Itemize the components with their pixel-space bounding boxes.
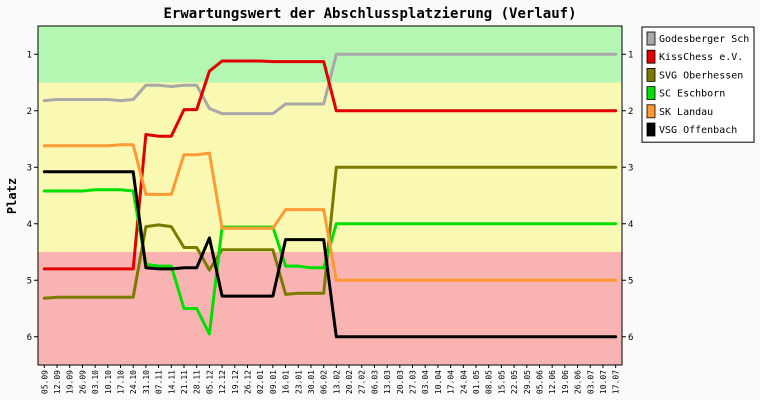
- legend-swatch-2: [646, 68, 656, 82]
- x-tick-label-2: 19.09: [66, 370, 75, 394]
- legend-swatch-5: [646, 122, 656, 137]
- y-tick-label-right-5: 5: [628, 276, 633, 286]
- series-line-5: [42, 170, 618, 339]
- x-tick-label-22: 06.02: [320, 370, 329, 394]
- legend-label-5: VSG Offenbach: [659, 125, 737, 136]
- x-tick-label-30: 03.04: [421, 370, 430, 394]
- x-tick-label-12: 28.11: [193, 370, 202, 394]
- legend-swatch-3: [646, 86, 656, 100]
- x-tick-label-40: 12.06: [548, 370, 557, 394]
- legend-swatch-1: [646, 49, 656, 64]
- y-tick-label-left-6: 6: [27, 333, 32, 343]
- x-tick-label-19: 16.01: [282, 370, 291, 394]
- legend-label-1: KissChess e.V.: [659, 52, 743, 63]
- x-tick-label-16: 26.12: [243, 370, 252, 394]
- x-tick-label-1: 12.09: [53, 370, 62, 394]
- y-tick-label-right-4: 4: [628, 220, 633, 230]
- x-tick-label-29: 27.03: [409, 370, 418, 394]
- x-tick-label-43: 03.07: [586, 370, 595, 394]
- x-tick-label-11: 21.11: [180, 370, 189, 394]
- x-tick-label-33: 24.04: [459, 370, 468, 394]
- x-tick-label-21: 30.01: [307, 370, 316, 394]
- x-tick-label-6: 17.10: [117, 370, 126, 394]
- series-line-2: [42, 165, 618, 300]
- x-tick-label-28: 20.03: [396, 370, 405, 394]
- chart-title-text: Erwartungswert der Abschlussplatzierung …: [163, 6, 576, 22]
- x-tick-label-27: 13.03: [383, 370, 392, 394]
- x-tick-label-15: 19.12: [231, 370, 240, 394]
- y-tick-label-left-3: 3: [27, 163, 32, 173]
- x-tick-label-14: 12.12: [218, 370, 227, 394]
- plot-area: 1 1 2 2 3 3 4 4 5 5 6 6 05.09 12.09 19.09 26.09 03.10 10.…: [27, 25, 633, 394]
- x-tick-label-25: 27.02: [358, 370, 367, 394]
- y-tick-label-left-5: 5: [27, 276, 32, 286]
- y-tick-label-right-3: 3: [628, 163, 633, 173]
- y-tick-label-right-6: 6: [628, 333, 633, 343]
- x-tick-label-42: 26.06: [574, 370, 583, 394]
- x-tick-label-37: 22.05: [510, 370, 519, 394]
- y-tick-label-left-4: 4: [27, 220, 32, 230]
- x-tick-label-45: 17.07: [612, 370, 621, 394]
- x-tick-label-5: 10.10: [104, 370, 113, 394]
- x-tick-label-3: 26.09: [78, 370, 87, 394]
- y-tick-label-right-1: 1: [628, 50, 633, 60]
- legend-label-4: SK Landau: [659, 107, 713, 118]
- y-tick-label-left-2: 2: [27, 107, 32, 117]
- x-tick-label-9: 07.11: [155, 370, 164, 394]
- legend: Godesberger Sch KissChess e.V. SVG Oberhes…: [641, 26, 755, 143]
- legend-label-0: Godesberger Sch: [659, 34, 749, 45]
- x-tick-label-32: 17.04: [447, 370, 456, 394]
- x-tick-label-44: 10.07: [599, 370, 608, 394]
- legend-label-3: SC Eschborn: [659, 89, 725, 100]
- y-tick-label-right-2: 2: [628, 107, 633, 117]
- x-tick-label-17: 02.01: [256, 370, 265, 394]
- x-tick-label-35: 08.05: [485, 370, 494, 394]
- y-tick-label-left-1: 1: [27, 50, 32, 60]
- y-axis-label: Platz: [5, 178, 19, 214]
- series-line-0: [42, 52, 618, 116]
- legend-box: [641, 26, 755, 143]
- x-tick-label-39: 05.06: [535, 370, 544, 394]
- x-tick-label-41: 19.06: [561, 370, 570, 394]
- x-tick-label-26: 06.03: [370, 370, 379, 394]
- x-tick-label-31: 10.04: [434, 370, 443, 394]
- x-tick-label-23: 13.02: [332, 370, 341, 394]
- x-tick-label-4: 03.10: [91, 370, 100, 394]
- series-line-4: [42, 143, 618, 282]
- x-tick-label-7: 24.10: [129, 370, 138, 394]
- series-line-1: [42, 59, 618, 271]
- x-tick-label-0: 05.09: [40, 370, 49, 394]
- chart-title: Erwartungswert der Abschlussplatzierung …: [163, 6, 576, 22]
- x-tick-label-36: 15.05: [497, 370, 506, 394]
- legend-swatch-4: [646, 104, 656, 119]
- band-2: [38, 252, 622, 365]
- x-tick-label-38: 29.05: [523, 370, 532, 394]
- x-tick-label-20: 23.01: [294, 370, 303, 394]
- x-tick-label-24: 20.02: [345, 370, 354, 394]
- x-tick-label-34: 01.05: [472, 370, 481, 394]
- x-tick-label-8: 31.10: [142, 370, 151, 394]
- legend-label-2: SVG Oberhessen: [659, 70, 743, 81]
- x-tick-label-10: 14.11: [167, 370, 176, 394]
- x-tick-label-18: 09.01: [269, 370, 278, 394]
- plot-frame: [37, 25, 623, 366]
- legend-swatch-0: [646, 31, 656, 46]
- x-tick-label-13: 05.12: [205, 370, 214, 394]
